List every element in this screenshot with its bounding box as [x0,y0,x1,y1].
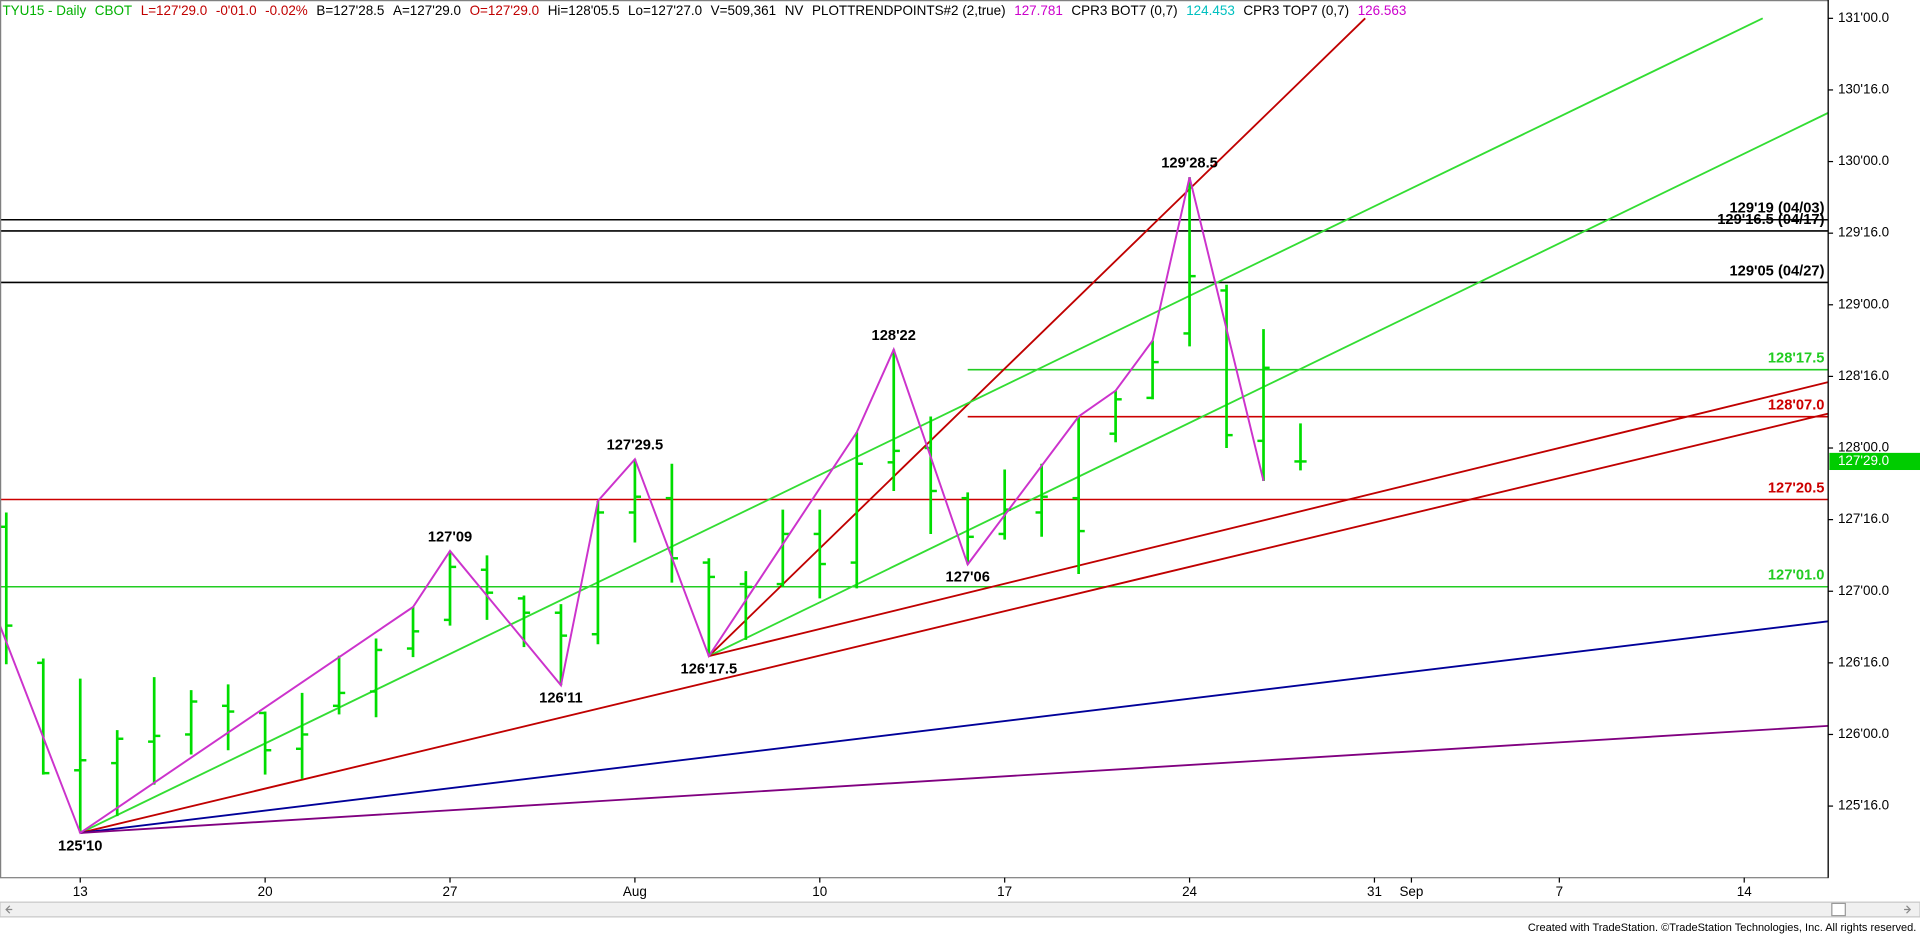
level-label: 129'05 (04/27) [1730,263,1825,279]
y-tick-label: 125'16.0 [1838,798,1889,813]
pivot-label: 125'10 [58,838,102,854]
x-tick-label: 27 [443,884,458,899]
y-tick-label: 131'00.0 [1838,10,1889,25]
header-item: A=127'29.0 [393,3,461,18]
scroll-right-arrow[interactable] [1904,905,1912,914]
y-tick-label: 126'16.0 [1838,654,1889,669]
scroll-left-arrow[interactable] [5,905,13,914]
level-label: 129'19 (04/03) [1730,201,1825,217]
y-tick-label: 128'16.0 [1838,368,1889,383]
trendline [708,112,1829,657]
header-item: 127.781 [1014,3,1063,18]
header-item: PLOTTRENDPOINTS#2 (2,true) [812,3,1006,18]
level-label: 128'07.0 [1768,398,1825,414]
y-tick-label: 129'16.0 [1838,225,1889,240]
level-label: 127'20.5 [1768,480,1825,496]
x-tick-label: Sep [1399,884,1423,899]
pivot-label: 129'28.5 [1161,156,1218,172]
x-tick-label: 13 [73,884,88,899]
y-tick-label: 127'16.0 [1838,511,1889,526]
header-item: Lo=127'27.0 [628,3,702,18]
trendline [80,724,1829,834]
x-tick-label: 10 [812,884,827,899]
x-tick-label: 7 [1556,884,1563,899]
header-item: 126.563 [1358,3,1407,18]
header-item: NV [785,3,804,18]
pivot-label: 126'11 [539,691,583,707]
last-price-label: 127'29.0 [1838,453,1889,468]
header-item: V=509,361 [711,3,776,18]
header-item: 124.453 [1186,3,1235,18]
y-tick-label: 128'00.0 [1838,440,1889,455]
header-item: CPR3 TOP7 (0,7) [1243,3,1349,18]
level-label: 127'01.0 [1768,568,1825,584]
trendline [80,412,1829,834]
pivot-label: 127'29.5 [607,438,664,454]
pivot-label: 127'06 [946,570,990,586]
y-tick-label: 130'16.0 [1838,82,1889,97]
swing-line [0,176,1265,835]
y-tick-label: 126'00.0 [1838,726,1889,741]
last-price-box [1829,452,1920,471]
scroll-thumb[interactable] [1831,902,1846,917]
pivot-label: 126'17.5 [681,661,738,677]
x-tick-label: 14 [1737,884,1752,899]
header-item: CPR3 BOT7 (0,7) [1071,3,1177,18]
plot-area: 129'19 (04/03)129'16.5 (04/17) 129'05 (04… [0,17,1829,854]
trendline [80,620,1829,834]
header-item: -0.02% [265,3,308,18]
header-item: B=127'28.5 [316,3,384,18]
level-label: 128'17.5 [1768,351,1825,367]
header-item: O=127'29.0 [470,3,540,18]
x-tick-label: 20 [258,884,273,899]
footer: Created with TradeStation. ©TradeStation… [1528,922,1916,934]
pivot-label: 127'09 [428,529,472,545]
y-tick-label: 130'00.0 [1838,153,1889,168]
x-tick-label: Aug [623,884,647,899]
trendline [708,381,1829,658]
header: TYU15 - Daily CBOT L=127'29.0 -0'01.0 -0.02%… [2,3,1406,18]
x-tick-label: 31 [1367,884,1382,899]
scrollbar[interactable] [0,901,1920,918]
header-item: -0'01.0 [216,3,257,18]
trendline [79,17,1764,834]
x-tick-label: 17 [997,884,1012,899]
header-item: L=127'29.0 [141,3,208,18]
y-tick-label: 127'00.0 [1838,583,1889,598]
header-item: CBOT [95,3,132,18]
pivot-label: 128'22 [872,328,916,344]
header-item: TYU15 - Daily [2,3,86,18]
header-item: Hi=128'05.5 [548,3,620,18]
trendline [708,17,1366,657]
y-tick-label: 129'00.0 [1838,296,1889,311]
axes: 131'00.0 130'16.0 130'00.0 129'16.0 129'00.0… [73,10,1920,899]
x-tick-label: 24 [1182,884,1197,899]
level-label: 129'16.5 (04/17) [1717,212,1824,228]
